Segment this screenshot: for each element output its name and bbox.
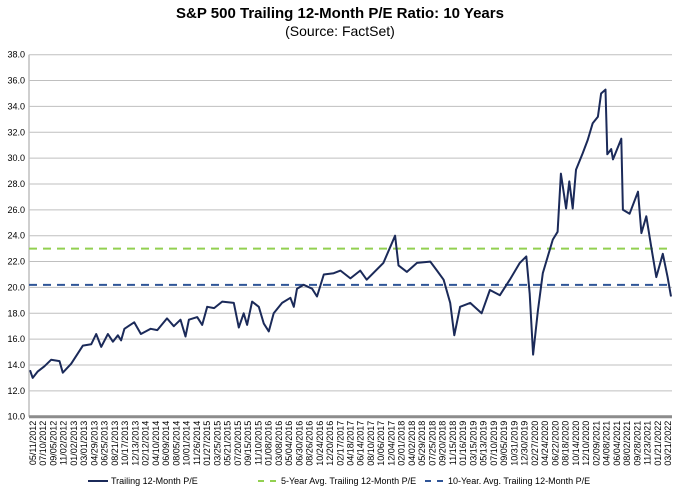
- legend-item: Trailing 12-Month P/E: [88, 476, 198, 486]
- x-tick-label: 09/05/2019: [499, 421, 509, 466]
- y-tick-label: 22.0: [7, 257, 25, 267]
- x-tick-label: 03/25/2015: [212, 421, 222, 466]
- x-tick-label: 10/01/2014: [182, 421, 192, 466]
- chart-subtitle: (Source: FactSet): [285, 23, 395, 39]
- x-tick-label: 01/21/2022: [653, 421, 663, 466]
- x-tick-label: 01/27/2015: [202, 421, 212, 466]
- y-tick-label: 24.0: [7, 231, 25, 241]
- x-tick-label: 03/08/2016: [274, 421, 284, 466]
- x-tick-label: 07/10/2019: [489, 421, 499, 466]
- x-tick-label: 07/20/2015: [233, 421, 243, 466]
- x-tick-label: 06/25/2013: [100, 421, 110, 466]
- x-tick-label: 01/02/2013: [69, 421, 79, 466]
- trailing-pe-line: [29, 88, 672, 379]
- legend-item: 10-Year. Avg. Trailing 12-Month P/E: [425, 476, 590, 486]
- y-tick-label: 36.0: [7, 76, 25, 86]
- x-tick-label: 04/08/2021: [602, 421, 612, 466]
- x-tick-label: 02/12/2014: [141, 421, 151, 466]
- x-tick-label: 02/01/2018: [397, 421, 407, 466]
- x-tick-label: 07/10/2012: [38, 421, 48, 466]
- x-tick-label: 05/13/2019: [479, 421, 489, 466]
- x-tick-label: 08/05/2014: [171, 421, 181, 466]
- x-tick-label: 09/05/2012: [48, 421, 58, 466]
- x-tick-label: 04/29/2013: [89, 421, 99, 466]
- x-tick-label: 09/15/2015: [243, 421, 253, 466]
- x-tick-label: 04/10/2014: [151, 421, 161, 466]
- x-tick-label: 05/04/2016: [284, 421, 294, 466]
- x-tick-label: 12/04/2017: [386, 421, 396, 466]
- y-tick-label: 16.0: [7, 334, 25, 344]
- x-tick-label: 06/22/2020: [550, 421, 560, 466]
- x-tick-label: 11/23/2021: [643, 421, 653, 465]
- y-tick-label: 18.0: [7, 308, 25, 318]
- y-tick-label: 30.0: [7, 153, 25, 163]
- x-tick-label: 03/15/2019: [468, 421, 478, 466]
- x-tick-label: 12/10/2020: [581, 421, 591, 466]
- legend-label: 10-Year. Avg. Trailing 12-Month P/E: [448, 476, 590, 486]
- x-tick-label: 12/30/2019: [520, 421, 530, 466]
- x-tick-label: 12/13/2013: [130, 421, 140, 466]
- x-tick-label: 06/30/2016: [294, 421, 304, 466]
- x-tick-label: 12/20/2016: [325, 421, 335, 466]
- y-tick-label: 38.0: [7, 50, 25, 60]
- y-tick-label: 14.0: [7, 360, 25, 370]
- x-tick-label: 11/10/2015: [253, 421, 263, 465]
- x-tick-label: 05/29/2018: [417, 421, 427, 466]
- x-tick-label: 08/21/2013: [110, 421, 120, 466]
- x-tick-label: 02/17/2017: [335, 421, 345, 466]
- x-tick-label: 10/31/2019: [509, 421, 519, 466]
- x-tick-label: 05/11/2012: [28, 421, 38, 465]
- x-tick-label: 02/09/2021: [591, 421, 601, 466]
- y-tick-label: 26.0: [7, 205, 25, 215]
- x-tick-label: 05/21/2015: [223, 421, 233, 466]
- x-tick-label: 03/21/2022: [663, 421, 673, 466]
- x-tick-label: 10/06/2017: [376, 421, 386, 466]
- legend-item: 5-Year Avg. Trailing 12-Month P/E: [258, 476, 416, 486]
- y-tick-label: 12.0: [7, 386, 25, 396]
- x-tick-label: 04/02/2018: [407, 421, 417, 466]
- x-tick-label: 04/24/2020: [540, 421, 550, 466]
- x-tick-label: 04/18/2017: [346, 421, 356, 466]
- x-tick-label: 09/20/2018: [438, 421, 448, 466]
- x-tick-label: 07/25/2018: [427, 421, 437, 466]
- y-tick-label: 10.0: [7, 412, 25, 422]
- legend-label: Trailing 12-Month P/E: [111, 476, 198, 486]
- x-tick-label: 01/08/2016: [264, 421, 274, 466]
- x-tick-label: 11/02/2012: [59, 421, 69, 465]
- x-tick-label: 10/14/2020: [571, 421, 581, 466]
- x-tick-label: 11/26/2014: [192, 421, 202, 465]
- x-tick-label: 06/04/2021: [612, 421, 622, 466]
- x-tick-label: 08/26/2016: [305, 421, 315, 466]
- x-tick-label: 11/15/2018: [448, 421, 458, 465]
- chart-title: S&P 500 Trailing 12-Month P/E Ratio: 10 …: [176, 5, 504, 22]
- y-tick-label: 20.0: [7, 282, 25, 292]
- x-tick-label: 06/09/2014: [161, 421, 171, 466]
- y-tick-label: 34.0: [7, 101, 25, 111]
- x-tick-label: 03/01/2013: [79, 421, 89, 466]
- x-tick-label: 02/27/2020: [530, 421, 540, 466]
- x-tick-label: 08/18/2020: [561, 421, 571, 466]
- legend-label: 5-Year Avg. Trailing 12-Month P/E: [281, 476, 416, 486]
- x-tick-label: 08/10/2017: [366, 421, 376, 466]
- x-tick-label: 09/28/2021: [632, 421, 642, 466]
- x-tick-label: 01/16/2019: [458, 421, 468, 466]
- y-tick-label: 28.0: [7, 179, 25, 189]
- x-tick-label: 06/14/2017: [356, 421, 366, 466]
- x-tick-label: 08/02/2021: [622, 421, 632, 466]
- y-tick-label: 32.0: [7, 127, 25, 137]
- x-tick-label: 10/24/2016: [315, 421, 325, 466]
- x-tick-label: 10/17/2013: [120, 421, 130, 466]
